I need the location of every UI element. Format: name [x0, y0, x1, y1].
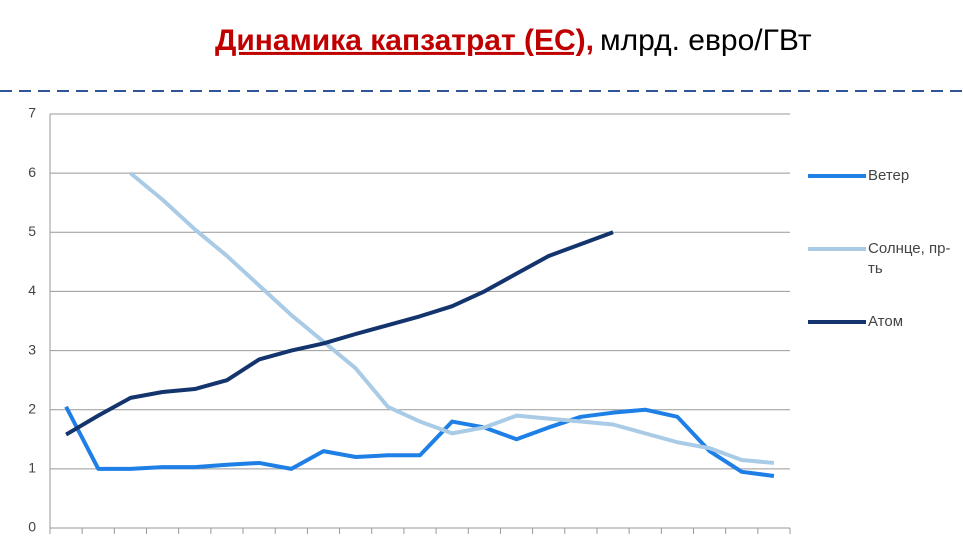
- legend-label: Солнце, пр-ть: [868, 240, 951, 277]
- y-tick-label: 1: [28, 460, 36, 476]
- y-tick-label: 5: [28, 223, 36, 239]
- y-tick-label: 0: [28, 519, 36, 535]
- y-tick-label: 7: [28, 105, 36, 121]
- legend-label: Ветер: [868, 167, 910, 184]
- line-series: [129, 171, 775, 465]
- y-tick-label: 2: [28, 400, 36, 416]
- y-tick-label: 6: [28, 164, 36, 180]
- y-tick-label: 4: [28, 282, 36, 298]
- legend-label: Атом: [868, 313, 904, 330]
- chart-title: Динамика капзатрат (ЕС),: [215, 24, 594, 57]
- line-series: [65, 230, 614, 437]
- line-series: [64, 405, 775, 478]
- chart-subtitle: млрд. евро/ГВт: [600, 24, 812, 57]
- y-tick-label: 3: [28, 341, 36, 357]
